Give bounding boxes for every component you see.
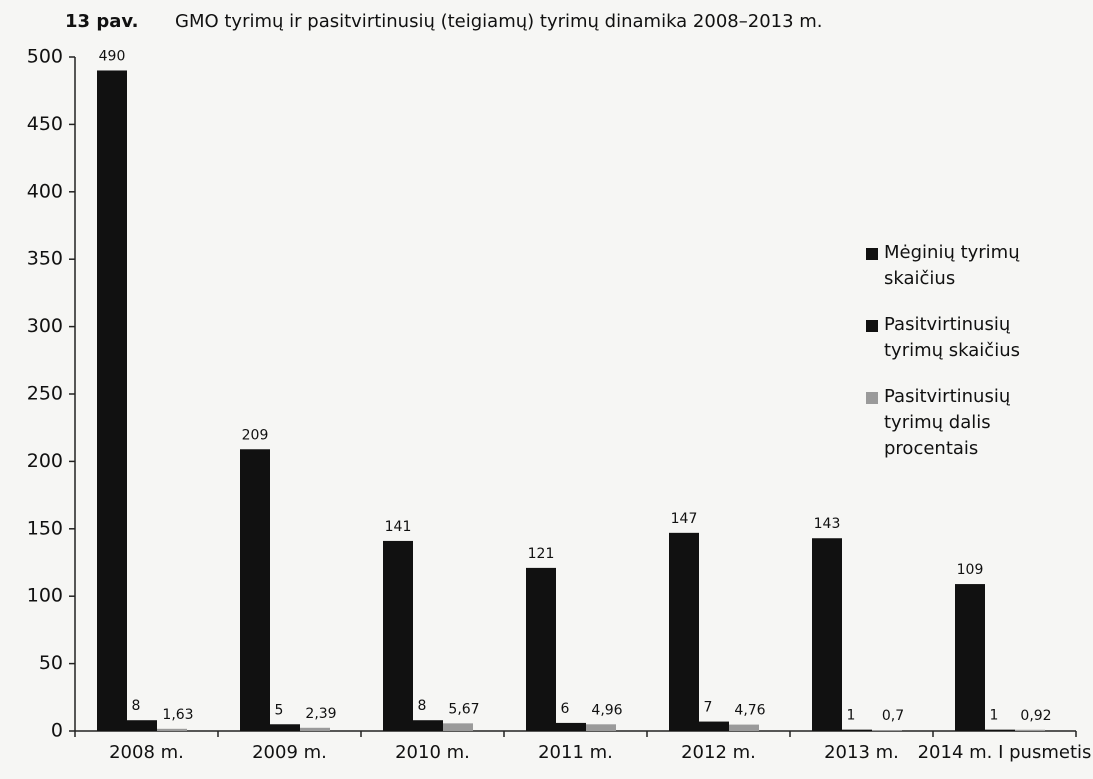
bar [955, 584, 985, 731]
legend-label: Mėginių tyrimų skaičius [884, 242, 1020, 289]
bar [526, 567, 556, 731]
data-label: 7 [704, 700, 713, 716]
data-label: 1,63 [162, 707, 193, 723]
legend-swatch [866, 392, 878, 404]
data-label: 4,76 [734, 703, 765, 719]
data-label: 5,67 [448, 701, 479, 717]
legend-label: Pasitvirtinusių tyrimų dalis procentais [884, 386, 1011, 459]
bar [1015, 729, 1045, 731]
legend-swatch [866, 248, 878, 260]
bar [97, 70, 127, 732]
data-label: 209 [242, 427, 269, 443]
data-label: 147 [671, 511, 698, 527]
bar [812, 538, 842, 731]
bar [729, 724, 759, 731]
data-label: 2,39 [305, 706, 336, 722]
legend-swatch [866, 320, 878, 332]
data-label: 1 [990, 708, 999, 724]
x-tick-label: 2011 m. [538, 742, 613, 763]
data-label: 8 [132, 698, 141, 714]
x-tick-label: 2009 m. [252, 742, 327, 763]
y-tick-label: 450 [27, 113, 63, 135]
bar [985, 729, 1015, 731]
bar [842, 729, 872, 731]
bar [443, 723, 473, 731]
bar [157, 728, 187, 731]
legend-item: Pasitvirtinusių tyrimų skaičius [866, 312, 1066, 364]
figure-label: 13 pav. [65, 11, 138, 32]
bar [413, 720, 443, 731]
data-label: 1 [847, 708, 856, 724]
data-label: 109 [957, 562, 984, 578]
x-tick-label: 2014 m. I pusmetis [918, 742, 1092, 763]
data-label: 143 [814, 516, 841, 532]
y-tick-label: 50 [39, 652, 63, 674]
x-tick-label: 2010 m. [395, 742, 470, 763]
y-tick-label: 400 [27, 180, 63, 202]
bar [669, 532, 699, 731]
chart-title: GMO tyrimų ir pasitvirtinusių (teigiamų)… [175, 11, 823, 32]
bar [699, 721, 729, 731]
legend: Mėginių tyrimų skaičius Pasitvirtinusių t… [866, 240, 1066, 482]
y-tick-label: 300 [27, 315, 63, 337]
bar [270, 724, 300, 731]
y-tick-label: 200 [27, 450, 63, 472]
bar [127, 720, 157, 731]
data-label: 6 [561, 701, 570, 717]
data-label: 5 [275, 702, 284, 718]
x-tick-label: 2013 m. [824, 742, 899, 763]
legend-item: Mėginių tyrimų skaičius [866, 240, 1066, 292]
y-tick-label: 250 [27, 383, 63, 405]
data-label: 0,7 [882, 708, 904, 724]
bar [240, 449, 270, 731]
data-label: 121 [528, 546, 555, 562]
y-tick-label: 500 [27, 46, 63, 68]
y-tick-label: 150 [27, 517, 63, 539]
legend-item: Pasitvirtinusių tyrimų dalis procentais [866, 384, 1066, 462]
data-label: 490 [99, 48, 126, 64]
y-tick-label: 350 [27, 248, 63, 270]
data-label: 141 [385, 519, 412, 535]
bar [300, 727, 330, 731]
y-tick-label: 0 [51, 720, 63, 742]
bar [383, 540, 413, 731]
data-label: 8 [418, 698, 427, 714]
legend-label: Pasitvirtinusių tyrimų skaičius [884, 314, 1020, 361]
data-label: 0,92 [1020, 708, 1051, 724]
bar [586, 724, 616, 731]
bar [872, 730, 902, 731]
bar [556, 722, 586, 731]
x-tick-label: 2012 m. [681, 742, 756, 763]
x-tick-label: 2008 m. [109, 742, 184, 763]
data-label: 4,96 [591, 702, 622, 718]
y-tick-label: 100 [27, 585, 63, 607]
